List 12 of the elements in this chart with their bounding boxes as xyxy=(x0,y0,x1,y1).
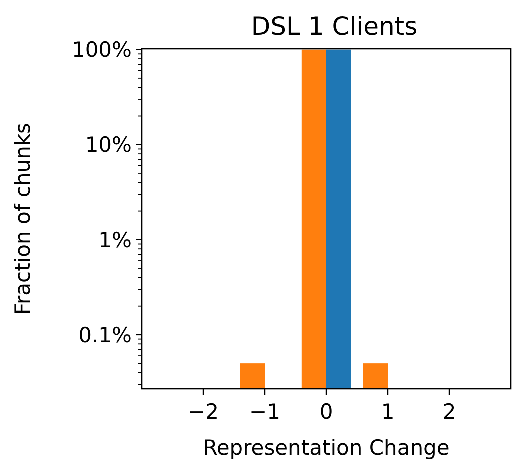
chart-title: DSL 1 Clients xyxy=(251,12,418,41)
y-tick-label: 10% xyxy=(85,133,132,158)
y-tick-label: 0.1% xyxy=(78,323,132,348)
x-tick-label: 1 xyxy=(381,400,395,424)
y-tick-label: 1% xyxy=(98,228,132,252)
x-tick-label: 2 xyxy=(442,400,456,424)
y-axis-title: Fraction of chunks xyxy=(11,123,35,315)
x-tick-label: −1 xyxy=(250,400,280,424)
x-axis-title: Representation Change xyxy=(203,436,450,460)
x-tick-label: 0 xyxy=(320,400,334,424)
y-tick-label: 100% xyxy=(72,38,132,62)
x-tick-label: −2 xyxy=(188,400,219,424)
